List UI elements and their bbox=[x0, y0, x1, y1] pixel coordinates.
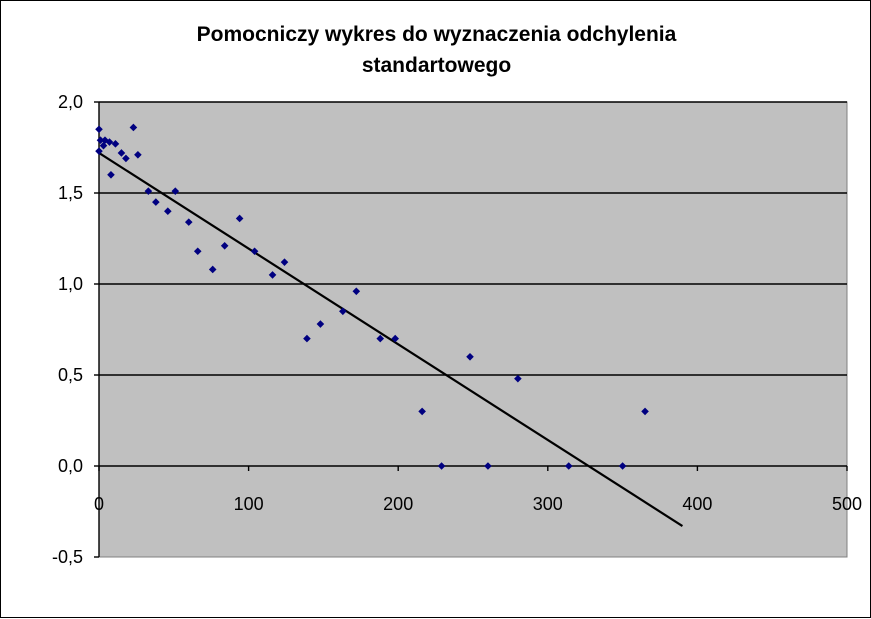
data-point bbox=[117, 149, 126, 157]
data-point bbox=[514, 374, 522, 383]
x-tick-label: 0 bbox=[94, 494, 104, 514]
y-tick-label: 0,5 bbox=[58, 365, 83, 385]
data-point bbox=[122, 154, 130, 163]
data-point bbox=[99, 141, 108, 150]
data-point bbox=[466, 353, 474, 361]
data-point bbox=[303, 334, 311, 343]
data-point bbox=[437, 462, 446, 470]
trendline bbox=[98, 152, 684, 527]
data-point bbox=[220, 241, 229, 250]
data-point bbox=[280, 258, 289, 266]
y-tick-label: -0,5 bbox=[52, 547, 83, 567]
x-tick-label: 200 bbox=[383, 494, 413, 514]
data-point bbox=[193, 247, 202, 256]
data-point bbox=[268, 271, 277, 279]
data-point bbox=[164, 207, 172, 215]
data-point bbox=[144, 187, 153, 195]
data-point bbox=[111, 140, 120, 148]
x-tick-label: 300 bbox=[533, 494, 563, 514]
axes bbox=[94, 101, 848, 558]
data-point bbox=[129, 123, 138, 132]
trendline-group bbox=[98, 152, 684, 527]
tick-labels: 2,0 1,5 1,0 0,5 0,0 -0,5 0 100 200 300 400 500 bbox=[52, 92, 862, 567]
data-point bbox=[391, 334, 400, 343]
data-point bbox=[208, 265, 217, 274]
data-point bbox=[484, 462, 492, 470]
data-point bbox=[618, 462, 627, 470]
data-point bbox=[339, 307, 347, 316]
data-point bbox=[184, 218, 193, 226]
gridlines bbox=[99, 101, 847, 467]
x-tick-label: 500 bbox=[832, 494, 862, 514]
data-point bbox=[95, 125, 103, 134]
data-point bbox=[418, 407, 426, 416]
data-point bbox=[96, 136, 105, 145]
data-point bbox=[352, 287, 361, 296]
y-tick-label: 1,5 bbox=[58, 183, 83, 203]
y-tick-label: 0,0 bbox=[58, 456, 83, 476]
x-tick-label: 100 bbox=[234, 494, 264, 514]
plot-background bbox=[98, 101, 848, 558]
data-point bbox=[235, 214, 244, 223]
data-point bbox=[95, 147, 103, 155]
data-point bbox=[564, 462, 573, 470]
data-point bbox=[376, 334, 385, 343]
data-point bbox=[105, 138, 114, 146]
data-point bbox=[107, 171, 115, 179]
data-points bbox=[95, 123, 649, 470]
data-point bbox=[171, 187, 180, 195]
data-point bbox=[316, 320, 325, 328]
data-point bbox=[250, 247, 259, 256]
data-point bbox=[134, 150, 142, 159]
data-point bbox=[641, 407, 649, 416]
y-tick-label: 2,0 bbox=[58, 92, 83, 112]
data-point bbox=[152, 198, 160, 206]
y-tick-label: 1,0 bbox=[58, 274, 83, 294]
chart-title: Pomocniczy wykres do wyznaczenia odchyle… bbox=[196, 23, 677, 77]
x-tick-label: 400 bbox=[682, 494, 712, 514]
